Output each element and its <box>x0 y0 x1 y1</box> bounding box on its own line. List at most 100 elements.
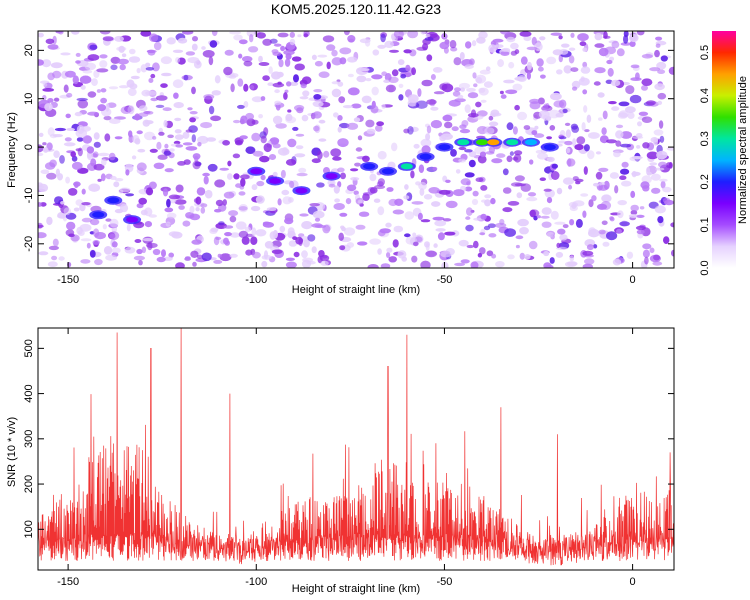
noise-blob <box>240 178 246 187</box>
noise-blob <box>130 75 140 80</box>
noise-blob <box>393 31 404 39</box>
noise-blob <box>274 100 282 106</box>
noise-blob <box>41 59 52 68</box>
noise-blob <box>444 231 456 236</box>
noise-blob <box>500 94 507 99</box>
noise-blob <box>148 214 157 218</box>
noise-blob <box>549 257 555 264</box>
noise-blob <box>350 177 360 181</box>
noise-blob <box>287 109 292 113</box>
noise-blob <box>203 94 215 100</box>
noise-blob <box>616 228 622 234</box>
noise-blob <box>245 146 256 154</box>
noise-blob <box>169 148 175 152</box>
noise-blob <box>166 198 171 208</box>
noise-blob <box>84 62 97 71</box>
noise-blob <box>582 47 588 52</box>
noise-blob <box>657 100 663 105</box>
noise-blob <box>654 83 665 91</box>
noise-blob <box>420 31 426 35</box>
noise-blob <box>575 181 581 185</box>
noise-blob <box>208 105 215 115</box>
noise-blob <box>583 144 590 152</box>
noise-blob <box>453 189 465 197</box>
noise-blob <box>523 125 531 130</box>
noise-blob <box>320 260 329 266</box>
noise-blob <box>369 173 377 182</box>
noise-blob <box>472 190 479 197</box>
noise-blob <box>486 250 494 257</box>
noise-blob <box>164 143 169 149</box>
noise-blob <box>175 144 184 148</box>
noise-blob <box>514 104 520 111</box>
noise-blob <box>569 205 578 212</box>
noise-blob <box>91 78 98 86</box>
noise-blob <box>193 198 199 204</box>
noise-blob <box>464 104 471 113</box>
noise-blob <box>601 127 607 135</box>
noise-blob <box>506 36 516 43</box>
noise-blob <box>635 225 646 231</box>
noise-blob <box>618 110 629 118</box>
noise-blob <box>38 144 44 153</box>
noise-blob <box>607 67 614 77</box>
spectrogram-frame <box>37 30 675 269</box>
noise-blob <box>597 92 605 98</box>
noise-blob <box>609 216 614 221</box>
noise-blob <box>196 254 203 259</box>
noise-blob <box>582 210 587 218</box>
noise-blob <box>630 77 642 81</box>
noise-blob <box>475 77 483 84</box>
spectrogram-y-axis-label: Frequency (Hz) <box>6 112 18 188</box>
noise-blob <box>296 107 304 114</box>
noise-blob <box>397 250 407 259</box>
noise-blob <box>346 122 359 130</box>
noise-blob <box>623 34 629 44</box>
noise-blob <box>109 118 121 124</box>
noise-blob <box>215 199 224 207</box>
noise-blob <box>65 176 70 184</box>
noise-blob <box>201 252 212 262</box>
noise-blob <box>192 160 201 170</box>
noise-blob <box>426 99 437 105</box>
noise-blob <box>475 177 484 182</box>
noise-blob <box>284 217 294 225</box>
noise-blob <box>487 223 496 228</box>
noise-blob <box>519 31 532 37</box>
noise-blob <box>322 35 335 43</box>
noise-blob <box>519 252 525 260</box>
noise-blob <box>529 101 541 110</box>
noise-blob <box>386 252 391 258</box>
noise-blob <box>619 175 627 180</box>
noise-blob <box>77 230 85 236</box>
noise-blob <box>86 146 95 154</box>
noise-blob <box>261 260 268 268</box>
noise-blob <box>100 97 107 104</box>
noise-blob <box>641 85 648 91</box>
noise-blob <box>248 46 259 53</box>
noise-blob <box>64 70 76 78</box>
noise-blob <box>500 51 510 56</box>
snr-x-ticks: -150 -100 -50 0 <box>57 328 636 588</box>
noise-blob <box>262 75 270 81</box>
noise-blob <box>466 87 476 92</box>
noise-blob <box>651 173 661 181</box>
noise-blob <box>413 143 420 149</box>
noise-blob <box>613 150 621 158</box>
noise-blob <box>285 261 297 268</box>
noise-blob <box>586 244 594 251</box>
noise-blob <box>66 92 73 98</box>
noise-blob <box>272 115 283 125</box>
noise-blob <box>187 57 200 64</box>
noise-blob <box>615 124 624 129</box>
noise-blob <box>145 90 157 96</box>
signal-point <box>457 139 470 146</box>
noise-blob <box>464 172 475 178</box>
noise-blob <box>289 81 299 87</box>
noise-blob <box>161 72 172 77</box>
noise-blob <box>460 259 470 264</box>
noise-blob <box>426 125 432 134</box>
noise-blob <box>71 161 83 170</box>
noise-blob <box>437 232 445 241</box>
noise-blob <box>228 210 239 217</box>
